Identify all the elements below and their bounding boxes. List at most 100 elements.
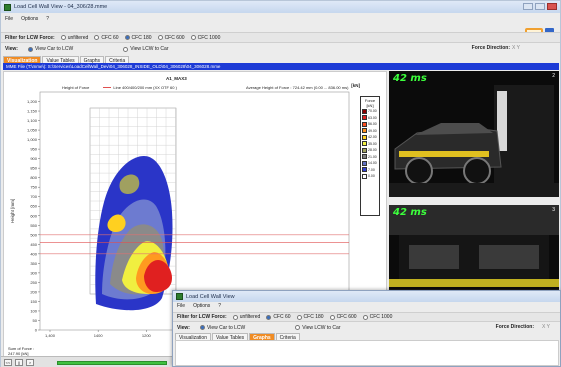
color-swatch [362, 147, 367, 153]
filter-cfc60[interactable]: CFC 60 [94, 35, 119, 41]
y-tick-label: 300 [30, 270, 37, 275]
y-tick-label: 900 [30, 156, 37, 161]
force-direction-toggle[interactable]: X Y [512, 45, 520, 51]
app-icon [176, 293, 183, 300]
color-scale-row: 56.00 [361, 121, 379, 128]
radio-icon [27, 46, 33, 52]
legend-height-of-force: Height of Force [62, 85, 90, 90]
second-force-direction-toggle[interactable]: X Y [542, 324, 550, 330]
contour-6 [107, 214, 126, 232]
second-menu-bar: File Options ? [173, 302, 560, 310]
color-scale-value: 63.00 [368, 115, 377, 120]
maximize-button[interactable] [535, 3, 545, 10]
radio-icon [123, 46, 129, 52]
video-frame-side [389, 71, 559, 197]
legend-line: Line 400/400/200 mm (XX OTF 60 ) [103, 85, 177, 90]
view-label: View: [5, 46, 18, 52]
pause-button[interactable]: || [15, 359, 23, 366]
tab-visualization[interactable]: Visualization [3, 56, 42, 65]
playback-progress[interactable] [57, 360, 167, 365]
view-car-to-lcw[interactable]: View Car to LCW [27, 46, 73, 52]
second-filter-cfc600[interactable]: CFC 600 [329, 314, 357, 320]
y-tick-label: 400 [30, 251, 37, 256]
color-swatch [362, 108, 367, 114]
second-view-car-to-lcw[interactable]: View Car to LCW [199, 325, 245, 331]
second-filter-unfiltered[interactable]: unfiltered [232, 314, 260, 320]
y-tick-label: 1,150 [27, 109, 38, 114]
menu-help[interactable]: ? [46, 15, 50, 22]
color-scale-value: 42.00 [368, 135, 377, 140]
second-filter-cfc180[interactable]: CFC 180 [296, 314, 324, 320]
filter-cfc180[interactable]: CFC 180 [124, 35, 152, 41]
y-tick-label: 1,000 [27, 137, 38, 142]
second-view-lcw-to-car[interactable]: View LCW to Car [295, 325, 341, 331]
filter-cfc1000[interactable]: CFC 1000 [190, 35, 220, 41]
color-scale-value: 35.00 [368, 141, 377, 146]
second-menu-options[interactable]: Options [193, 303, 211, 309]
color-swatch [362, 173, 367, 179]
color-scale-row: 28.00 [361, 147, 379, 154]
x-tick-label: 1200 [142, 333, 152, 338]
y-tick-label: 750 [30, 185, 37, 190]
color-scale-value: 0.00 [368, 174, 375, 179]
filter-cfc600[interactable]: CFC 600 [157, 35, 185, 41]
second-tab-value-tables[interactable]: Value Tables [211, 333, 249, 342]
second-tab-graphs[interactable]: Graphs [249, 333, 275, 342]
video-time-top: 42 ms [393, 207, 427, 218]
color-swatch [362, 160, 367, 166]
second-filter-label: Filter for LCW Force: [177, 314, 227, 320]
file-path-bar: MME File (T:\mme\): S:\Services\LoadCell… [3, 63, 559, 70]
playback-bar: << || > [1, 356, 173, 367]
y-tick-label: 100 [30, 308, 37, 313]
menu-options[interactable]: Options [21, 15, 39, 22]
chart-title: A1_MAX3 [166, 76, 187, 81]
y-tick-label: 1,050 [27, 128, 38, 133]
menu-file[interactable]: File [5, 15, 14, 22]
minimize-button[interactable] [523, 3, 533, 10]
tab-criteria[interactable]: Criteria [105, 56, 130, 65]
tab-value-tables[interactable]: Value Tables [42, 56, 79, 65]
force-direction-label: Force Direction: [471, 45, 510, 51]
color-swatch [362, 141, 367, 147]
close-button[interactable] [547, 3, 557, 10]
y-tick-label: 150 [30, 299, 37, 304]
rewind-button[interactable]: << [4, 359, 12, 366]
color-swatch [362, 115, 367, 121]
color-swatch [362, 121, 367, 127]
y-tick-label: 0 [35, 328, 38, 333]
color-scale-value: 70.00 [368, 109, 377, 114]
color-scale-row: 49.00 [361, 128, 379, 135]
second-window-title: Load Cell Wall View [186, 293, 235, 300]
second-tab-visualization[interactable]: Visualization [175, 333, 211, 342]
second-tab-criteria[interactable]: Criteria [275, 333, 300, 342]
step-forward-button[interactable]: > [26, 359, 34, 366]
y-tick-label: 600 [30, 213, 37, 218]
crash-video-side[interactable]: 42 ms 2 [389, 71, 559, 197]
radio-icon [190, 35, 196, 40]
view-lcw-to-car[interactable]: View LCW to Car [123, 46, 169, 52]
contour-7 [119, 174, 140, 194]
radio-icon [157, 35, 163, 40]
radio-icon [232, 314, 238, 320]
radio-icon [329, 314, 335, 320]
second-menu-file[interactable]: File [177, 303, 186, 309]
color-scale-row: 14.00 [361, 160, 379, 167]
second-filter-cfc60[interactable]: CFC 60 [266, 314, 291, 320]
radio-icon [295, 325, 301, 330]
second-menu-help[interactable]: ? [218, 303, 222, 309]
y-tick-label: 1,100 [27, 118, 38, 123]
radio-icon [124, 35, 130, 40]
second-filter-cfc1000[interactable]: CFC 1000 [362, 314, 392, 320]
filter-unfiltered[interactable]: unfiltered [60, 35, 88, 41]
second-force-direction-label: Force Direction: [495, 324, 534, 330]
view-bar: View: View Car to LCW View LCW to Car [1, 44, 560, 54]
tab-graphs[interactable]: Graphs [79, 56, 105, 65]
x-tick-label: 1,400 [45, 333, 56, 338]
sum-of-force: Sum of Force : 247.90 [kN] [8, 346, 34, 356]
color-scale-value: 28.00 [368, 148, 377, 153]
radio-icon [266, 314, 272, 320]
chart-unit: [kN] [351, 83, 360, 88]
radio-icon [94, 35, 100, 40]
y-tick-label: 700 [30, 194, 37, 199]
tab-strip: Visualization Value Tables Graphs Criter… [3, 56, 130, 65]
